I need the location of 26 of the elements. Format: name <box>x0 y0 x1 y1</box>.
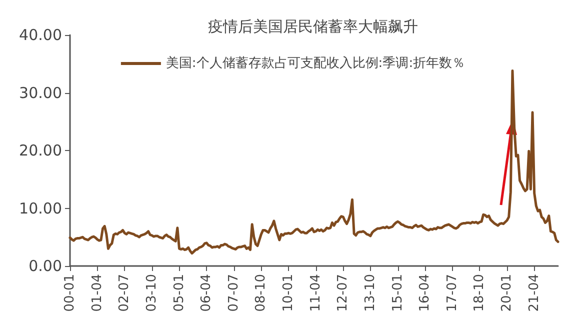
x-tick-label: 06-04 <box>199 274 214 312</box>
x-tick-label: 21-04 <box>526 274 542 312</box>
x-tick-label: 08-10 <box>254 274 269 312</box>
x-tick-label: 15-01 <box>390 274 406 312</box>
y-tick-label: 40.00 <box>19 26 62 44</box>
chart-title: 疫情后美国居民储蓄率大幅飙升 <box>208 18 418 36</box>
x-tick-label: 02-07 <box>117 274 132 312</box>
x-tick-label: 17-07 <box>444 274 460 312</box>
legend-label: 美国:个人储蓄存款占可支配收入比例:季调:折年数％ <box>166 55 466 71</box>
y-tick-label: 30.00 <box>19 84 62 102</box>
x-tick-label: 12-07 <box>336 274 351 312</box>
x-tick-label: 16-04 <box>418 274 433 312</box>
x-tick-label: 13-10 <box>362 274 378 312</box>
x-tick-label: 07-07 <box>226 274 242 312</box>
y-tick-label: 20.00 <box>19 142 62 160</box>
x-tick-label: 10-01 <box>281 274 296 312</box>
y-tick-label: 10.00 <box>19 199 62 218</box>
x-tick-label: 20-01 <box>500 274 515 312</box>
line-series <box>68 70 560 255</box>
x-tick-label: 00-01 <box>62 274 78 312</box>
x-tick-label: 03-10 <box>144 274 160 312</box>
y-tick-label: 0.00 <box>28 257 62 275</box>
x-tick-label: 01-04 <box>90 274 105 312</box>
x-tick-label: 11-04 <box>308 274 324 312</box>
x-tick-label: 18-10 <box>472 274 488 312</box>
x-tick-label: 05-01 <box>172 274 187 312</box>
